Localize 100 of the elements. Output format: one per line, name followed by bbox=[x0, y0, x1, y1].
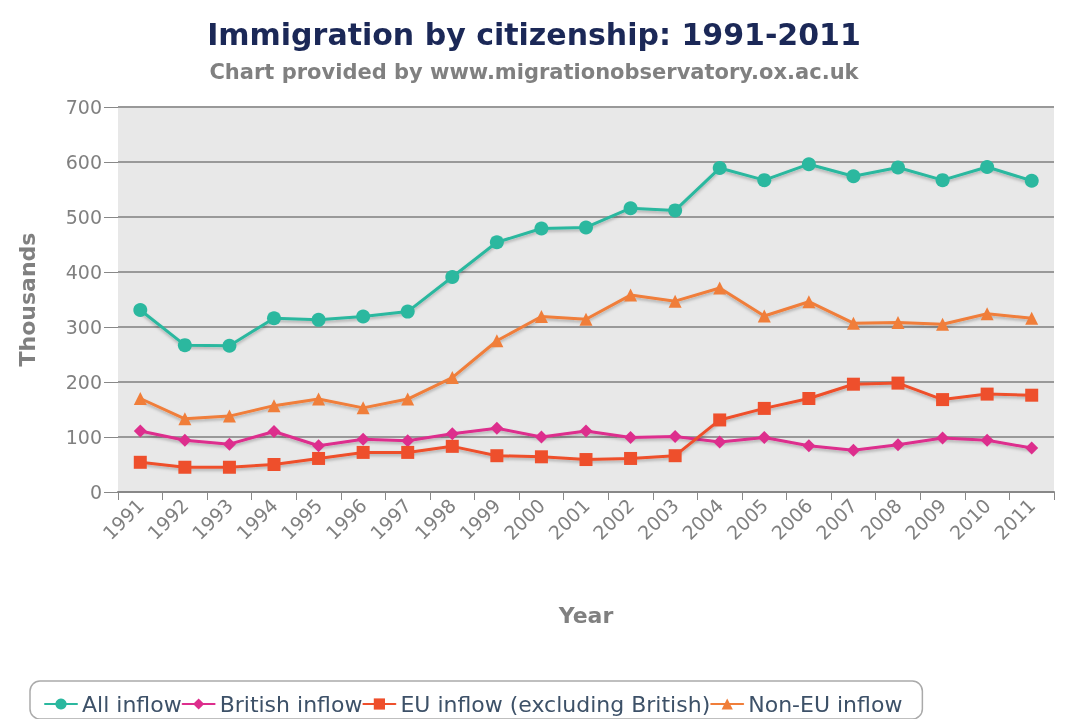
point bbox=[534, 450, 548, 464]
point bbox=[980, 159, 995, 174]
point bbox=[579, 424, 593, 438]
point bbox=[668, 449, 682, 463]
point bbox=[178, 412, 192, 426]
y-tick-label: 500 bbox=[65, 206, 102, 228]
point bbox=[624, 431, 638, 445]
legend-label: Non-EU inflow bbox=[748, 691, 903, 717]
point bbox=[490, 334, 504, 348]
point bbox=[267, 425, 281, 438]
point bbox=[891, 438, 905, 452]
point bbox=[757, 401, 771, 415]
point bbox=[891, 160, 905, 175]
point bbox=[400, 304, 415, 319]
point bbox=[846, 169, 861, 184]
point bbox=[267, 458, 281, 471]
point bbox=[624, 451, 638, 465]
point bbox=[980, 433, 994, 447]
point bbox=[133, 455, 147, 469]
point bbox=[668, 203, 683, 218]
point bbox=[534, 430, 548, 444]
point bbox=[534, 310, 548, 324]
point bbox=[489, 235, 504, 250]
point bbox=[1024, 173, 1039, 188]
point bbox=[713, 281, 727, 295]
point bbox=[980, 307, 994, 321]
point bbox=[668, 429, 682, 443]
point bbox=[445, 269, 460, 284]
x-axis-title: Year bbox=[557, 602, 614, 628]
point bbox=[312, 439, 326, 453]
point bbox=[490, 449, 504, 463]
point bbox=[624, 288, 638, 302]
point bbox=[668, 294, 682, 308]
point bbox=[891, 316, 905, 330]
point bbox=[267, 311, 281, 326]
point bbox=[222, 437, 236, 451]
point bbox=[401, 445, 415, 459]
point bbox=[445, 371, 459, 385]
point bbox=[935, 173, 950, 188]
point bbox=[757, 173, 772, 188]
point bbox=[133, 392, 147, 405]
point bbox=[846, 443, 860, 457]
point bbox=[356, 432, 370, 446]
point bbox=[980, 387, 994, 401]
point bbox=[133, 424, 147, 438]
point bbox=[312, 392, 326, 406]
point bbox=[713, 435, 727, 449]
point bbox=[178, 460, 192, 474]
point bbox=[490, 421, 504, 435]
point bbox=[401, 434, 415, 448]
y-tick-label: 700 bbox=[65, 96, 102, 118]
y-tick-label: 400 bbox=[65, 261, 102, 283]
point bbox=[401, 392, 415, 406]
point bbox=[579, 453, 593, 467]
point bbox=[1025, 311, 1039, 325]
y-tick-label: 100 bbox=[65, 426, 102, 448]
y-tick-label: 200 bbox=[65, 371, 102, 393]
point bbox=[757, 431, 771, 445]
point bbox=[222, 460, 236, 474]
legend-label: EU inflow (excluding British) bbox=[400, 691, 711, 717]
point bbox=[1025, 441, 1039, 455]
point bbox=[267, 399, 281, 413]
point bbox=[1025, 388, 1039, 402]
point bbox=[311, 312, 326, 327]
point bbox=[712, 161, 727, 176]
legend-label: All inflow bbox=[82, 691, 182, 717]
point bbox=[802, 295, 816, 309]
point bbox=[936, 393, 950, 407]
point bbox=[802, 439, 816, 453]
point bbox=[846, 377, 860, 391]
point bbox=[623, 201, 638, 216]
point bbox=[846, 316, 860, 330]
point bbox=[356, 445, 370, 459]
chart-title: Immigration by citizenship: 1991-2011 bbox=[207, 16, 861, 52]
point bbox=[579, 312, 593, 326]
point bbox=[579, 220, 593, 235]
point bbox=[177, 338, 192, 353]
point bbox=[713, 413, 727, 427]
point bbox=[802, 392, 816, 405]
point bbox=[356, 401, 370, 415]
point bbox=[757, 309, 771, 323]
point bbox=[936, 317, 950, 331]
y-axis-title: Thousands bbox=[14, 232, 40, 367]
y-tick-label: 0 bbox=[89, 481, 102, 503]
point bbox=[356, 309, 371, 324]
point bbox=[445, 439, 459, 453]
point bbox=[133, 302, 148, 317]
point bbox=[445, 427, 459, 441]
y-tick-label: 300 bbox=[65, 316, 102, 338]
chart-subtitle: Chart provided by www.migrationobservatory.ox.ac.uk bbox=[209, 59, 860, 84]
point bbox=[222, 338, 237, 353]
point bbox=[222, 409, 236, 423]
point bbox=[936, 431, 950, 445]
point bbox=[312, 451, 326, 465]
point bbox=[534, 221, 549, 236]
point bbox=[178, 433, 192, 447]
point bbox=[801, 157, 816, 172]
legend-label: British inflow bbox=[219, 691, 363, 717]
point bbox=[891, 376, 905, 390]
y-tick-label: 600 bbox=[65, 151, 102, 173]
